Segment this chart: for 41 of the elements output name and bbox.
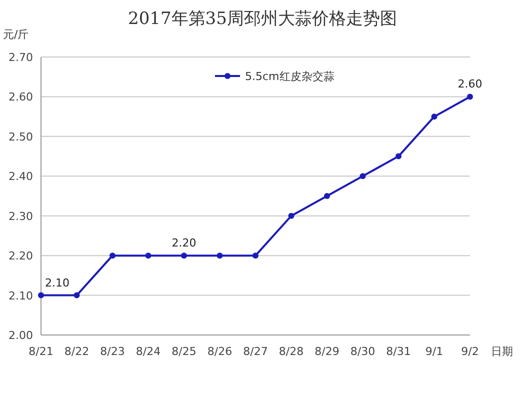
- x-tick-label: 8/26: [207, 345, 232, 358]
- point: [324, 193, 330, 199]
- x-axis-title: 日期: [491, 345, 513, 358]
- legend-label: 5.5cm红皮杂交蒜: [245, 70, 334, 83]
- chart-title: 2017年第35周邳州大蒜价格走势图: [128, 9, 397, 29]
- y-axis-title: 元/斤: [3, 28, 29, 41]
- x-tick-label: 9/1: [425, 345, 444, 358]
- point: [467, 94, 473, 100]
- point: [74, 292, 80, 298]
- data-label: 2.60: [458, 78, 482, 91]
- point: [38, 292, 44, 298]
- point: [216, 252, 223, 259]
- x-tick-label: 8/28: [278, 345, 304, 358]
- y-tick-label: 2.60: [8, 90, 33, 104]
- x-tick-label: 8/21: [28, 345, 54, 358]
- point: [288, 212, 294, 219]
- y-tick-label: 2.70: [8, 51, 33, 64]
- point: [360, 173, 366, 180]
- point: [145, 252, 152, 259]
- point: [252, 252, 258, 259]
- x-tick-label: 8/23: [100, 345, 125, 358]
- x-tick-label: 9/2: [461, 345, 479, 358]
- x-tick-label: 8/25: [172, 345, 196, 358]
- point: [181, 252, 187, 259]
- y-tick-label: 2.20: [8, 250, 33, 263]
- point: [431, 114, 438, 120]
- x-tick-label: 8/27: [243, 345, 268, 358]
- y-tick-label: 2.00: [8, 329, 33, 342]
- y-tick-label: 2.40: [8, 170, 33, 184]
- x-tick-label: 8/24: [136, 345, 161, 358]
- x-tick-label: 8/31: [386, 345, 411, 358]
- x-tick-label: 8/22: [64, 345, 90, 358]
- data-label: 2.20: [172, 236, 196, 250]
- y-tick-label: 2.30: [8, 210, 33, 223]
- x-tick-label: 8/29: [314, 345, 340, 358]
- y-tick-label: 2.10: [8, 289, 33, 302]
- y-tick-label: 2.50: [8, 130, 33, 144]
- point: [396, 153, 402, 160]
- x-tick-label: 8/30: [350, 345, 376, 358]
- data-label: 2.10: [45, 276, 70, 290]
- point: [110, 252, 116, 259]
